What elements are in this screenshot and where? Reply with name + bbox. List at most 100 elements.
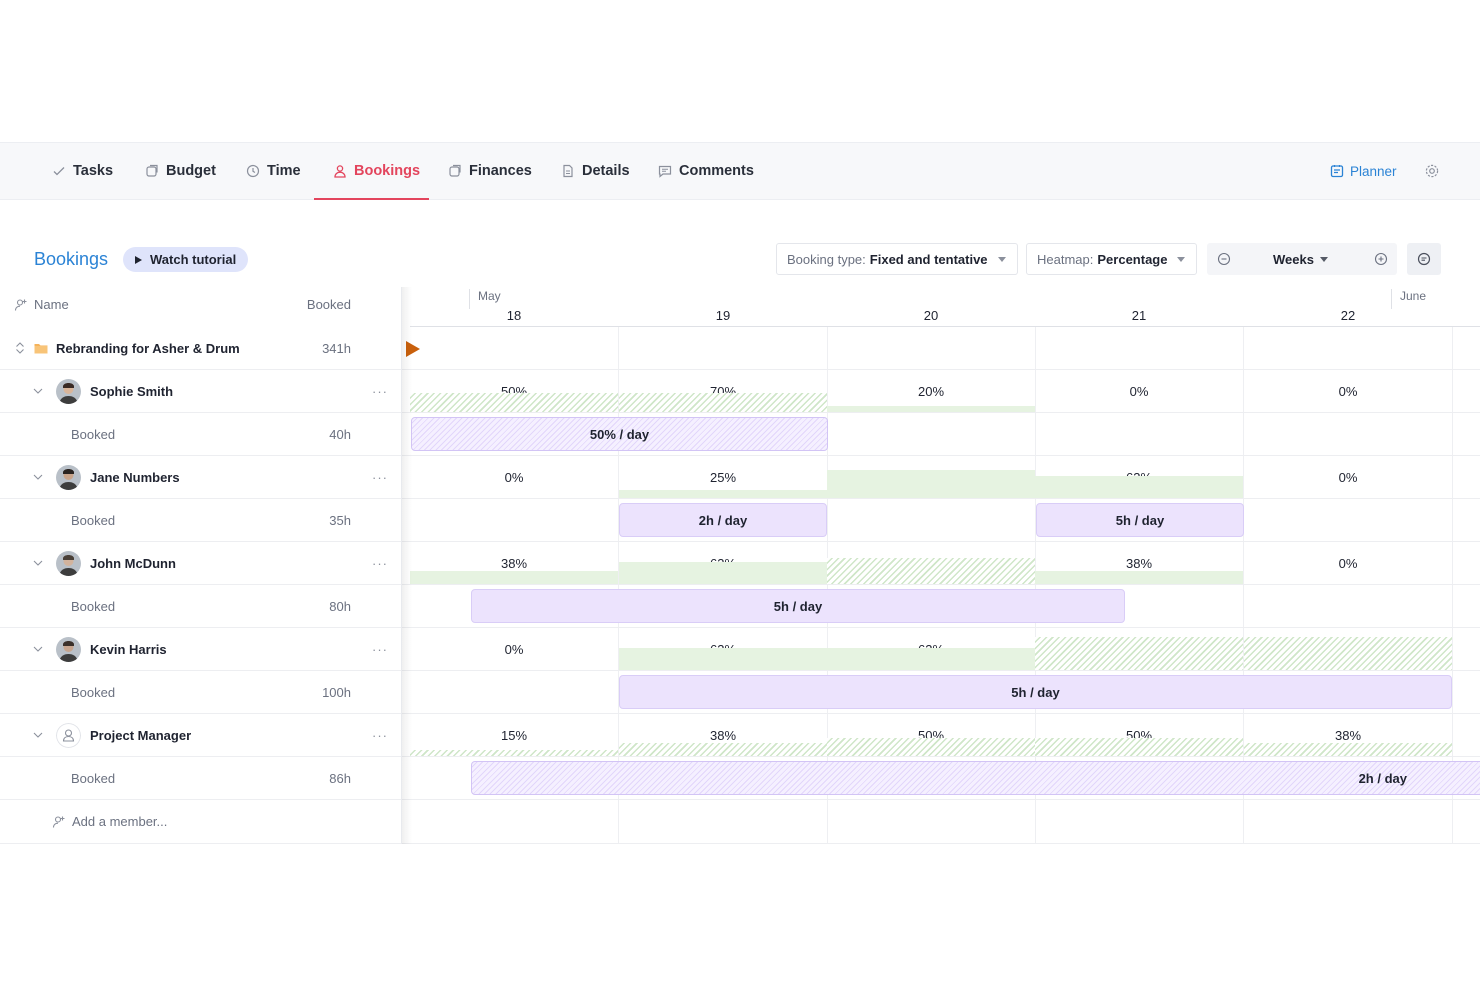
member-row[interactable]: Jane Numbers ··· 0%25%80%63%0% bbox=[0, 456, 1480, 499]
booked-row: Booked 80h 5h / day bbox=[0, 585, 1480, 628]
utilization-heat bbox=[1035, 476, 1243, 498]
booked-hours: 40h bbox=[329, 426, 351, 442]
booking-type-prefix: Booking type: bbox=[787, 251, 866, 267]
caret-down-icon bbox=[1177, 256, 1186, 262]
watch-tutorial-button[interactable]: Watch tutorial bbox=[123, 247, 249, 272]
utilization-value[interactable]: 0% bbox=[1129, 383, 1149, 399]
scale-select[interactable]: Weeks bbox=[1273, 243, 1328, 275]
member-name: Kevin Harris bbox=[90, 641, 167, 657]
zoom-in-icon[interactable] bbox=[1373, 251, 1389, 267]
comment-icon bbox=[1416, 251, 1432, 267]
person-icon bbox=[333, 164, 347, 178]
panel-divider bbox=[401, 287, 402, 844]
tab-bookings[interactable]: Bookings bbox=[333, 142, 420, 199]
chevron-down-icon[interactable] bbox=[33, 472, 43, 482]
utilization-heat bbox=[410, 750, 618, 756]
project-row[interactable]: Rebranding for Asher & Drum 341h bbox=[0, 327, 1480, 370]
name-column-label: Name bbox=[34, 297, 69, 312]
week-label: 20 bbox=[923, 308, 939, 323]
utilization-value[interactable]: 15% bbox=[500, 727, 528, 743]
booked-hours: 35h bbox=[329, 512, 351, 528]
today-marker bbox=[406, 341, 420, 357]
scale-value: Weeks bbox=[1273, 251, 1314, 267]
week-divider bbox=[618, 327, 619, 844]
watch-tutorial-label: Watch tutorial bbox=[150, 252, 237, 267]
booking-bar[interactable]: 5h / day bbox=[471, 589, 1125, 623]
add-member-button[interactable]: Add a member... bbox=[52, 800, 167, 843]
booking-bar[interactable]: 2h / day bbox=[619, 503, 827, 537]
tab-tasks[interactable]: Tasks bbox=[52, 142, 113, 199]
utilization-value[interactable]: 20% bbox=[917, 383, 945, 399]
gear-icon[interactable] bbox=[1424, 163, 1440, 179]
heatmap-select[interactable]: Heatmap: Percentage bbox=[1026, 243, 1197, 275]
more-options-icon[interactable]: ··· bbox=[372, 555, 388, 571]
more-options-icon[interactable]: ··· bbox=[372, 383, 388, 399]
planner-link[interactable]: Planner bbox=[1330, 142, 1397, 200]
booked-label: Booked bbox=[71, 512, 116, 528]
week-divider bbox=[1243, 327, 1244, 844]
booked-row: Booked 40h 50% / day bbox=[0, 413, 1480, 456]
add-member-label: Add a member... bbox=[72, 814, 168, 829]
member-label: Jane Numbers bbox=[33, 456, 180, 498]
tab-label: Comments bbox=[679, 162, 754, 179]
heatmap-value: Percentage bbox=[1097, 251, 1168, 267]
planner-label: Planner bbox=[1350, 163, 1397, 179]
tab-comments[interactable]: Comments bbox=[658, 142, 754, 199]
tab-time[interactable]: Time bbox=[246, 142, 301, 199]
booked-label: Booked bbox=[71, 426, 116, 442]
week-divider bbox=[1452, 327, 1453, 844]
member-name: John McDunn bbox=[90, 555, 176, 571]
tab-budget[interactable]: Budget bbox=[145, 142, 216, 199]
booking-bar[interactable]: 5h / day bbox=[1036, 503, 1244, 537]
utilization-heat bbox=[1035, 571, 1243, 584]
utilization-value[interactable]: 0% bbox=[1338, 555, 1358, 571]
chevron-down-icon[interactable] bbox=[33, 558, 43, 568]
project-name: Rebranding for Asher & Drum bbox=[56, 340, 240, 356]
utilization-value[interactable]: 38% bbox=[709, 727, 737, 743]
chevron-down-icon[interactable] bbox=[33, 386, 43, 396]
name-column-header[interactable]: Name bbox=[14, 297, 69, 312]
tab-label: Details bbox=[582, 162, 630, 179]
member-row[interactable]: Sophie Smith ··· 50% 70% 20% 0% 0% bbox=[0, 370, 1480, 413]
list-header: Name Booked bbox=[0, 287, 402, 327]
booking-bar[interactable]: 5h / day bbox=[619, 675, 1452, 709]
more-options-icon[interactable]: ··· bbox=[372, 469, 388, 485]
booked-label: Booked bbox=[71, 770, 116, 786]
more-options-icon[interactable]: ··· bbox=[372, 641, 388, 657]
booking-bar[interactable]: 2h / day bbox=[471, 761, 1480, 795]
budget-icon bbox=[145, 164, 159, 178]
project-hours: 341h bbox=[322, 340, 351, 356]
utilization-heat bbox=[827, 558, 1035, 584]
planner-icon bbox=[1330, 164, 1344, 178]
comment-button[interactable] bbox=[1407, 243, 1441, 275]
more-options-icon[interactable]: ··· bbox=[372, 727, 388, 743]
utilization-value[interactable]: 25% bbox=[709, 469, 737, 485]
sort-icon[interactable] bbox=[14, 341, 26, 355]
utilization-heat bbox=[1244, 743, 1452, 756]
booking-type-select[interactable]: Booking type: Fixed and tentative bbox=[776, 243, 1018, 275]
utilization-value[interactable]: 0% bbox=[1338, 469, 1358, 485]
utilization-heat bbox=[410, 393, 618, 412]
utilization-value[interactable]: 38% bbox=[1125, 555, 1153, 571]
utilization-value[interactable]: 38% bbox=[1334, 727, 1362, 743]
utilization-value[interactable]: 0% bbox=[1338, 383, 1358, 399]
utilization-value[interactable]: 0% bbox=[504, 641, 524, 657]
chevron-down-icon[interactable] bbox=[33, 730, 43, 740]
member-name: Project Manager bbox=[90, 727, 192, 743]
booking-bar[interactable]: 50% / day bbox=[411, 417, 828, 451]
table-bottom-border bbox=[0, 843, 1480, 844]
utilization-value[interactable]: 0% bbox=[504, 469, 524, 485]
zoom-out-icon[interactable] bbox=[1216, 251, 1232, 267]
avatar bbox=[56, 550, 81, 576]
chevron-down-icon[interactable] bbox=[33, 644, 43, 654]
week-label: 18 bbox=[506, 308, 522, 323]
utilization-value[interactable]: 38% bbox=[500, 555, 528, 571]
panel-shadow bbox=[402, 287, 412, 844]
play-icon bbox=[135, 255, 142, 264]
utilization-heat bbox=[619, 743, 827, 756]
tab-details[interactable]: Details bbox=[561, 142, 630, 199]
booked-column-header: Booked bbox=[306, 297, 351, 312]
week-label: 22 bbox=[1340, 308, 1356, 323]
tab-finances[interactable]: Finances bbox=[448, 142, 532, 199]
member-name: Jane Numbers bbox=[90, 469, 180, 485]
